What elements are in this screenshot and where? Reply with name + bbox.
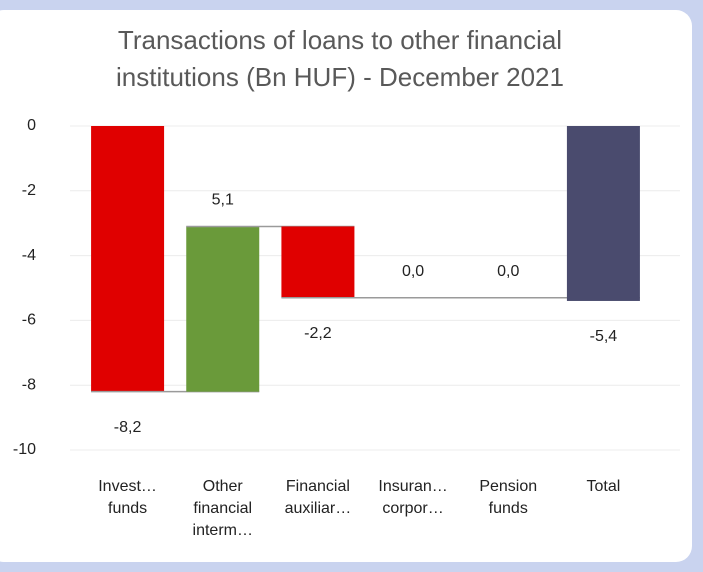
x-tick-label: Insuran… corpor… <box>378 478 448 517</box>
y-tick-label: 0 <box>27 117 36 134</box>
value-label: -5,4 <box>590 328 618 345</box>
y-tick-label: -6 <box>22 312 36 329</box>
y-tick-label: -4 <box>22 247 36 264</box>
value-label: 0,0 <box>402 263 424 280</box>
x-tick-label: Other financial interm… <box>192 478 253 539</box>
value-label: -2,2 <box>304 325 332 342</box>
x-tick-label: Invest… funds <box>98 478 157 517</box>
y-tick-label: -2 <box>22 182 36 199</box>
x-tick-label: Financial auxiliar… <box>284 478 352 517</box>
bar <box>566 126 640 301</box>
bar <box>186 226 260 392</box>
bar <box>281 226 355 298</box>
value-label: -8,2 <box>114 419 142 436</box>
bar <box>91 126 165 392</box>
x-tick-label: Total <box>586 478 621 495</box>
y-tick-label: -8 <box>22 376 36 393</box>
value-label: 0,0 <box>497 263 519 280</box>
y-tick-label: -10 <box>13 441 36 458</box>
value-label: 5,1 <box>212 192 234 209</box>
chart-title: Transactions of loans to other financial… <box>116 25 564 92</box>
x-tick-label: Pension funds <box>479 478 538 517</box>
